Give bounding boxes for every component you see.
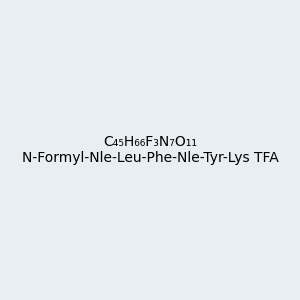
Text: C₄₅H₆₆F₃N₇O₁₁
N-Formyl-Nle-Leu-Phe-Nle-Tyr-Lys TFA: C₄₅H₆₆F₃N₇O₁₁ N-Formyl-Nle-Leu-Phe-Nle-T… [22,135,278,165]
